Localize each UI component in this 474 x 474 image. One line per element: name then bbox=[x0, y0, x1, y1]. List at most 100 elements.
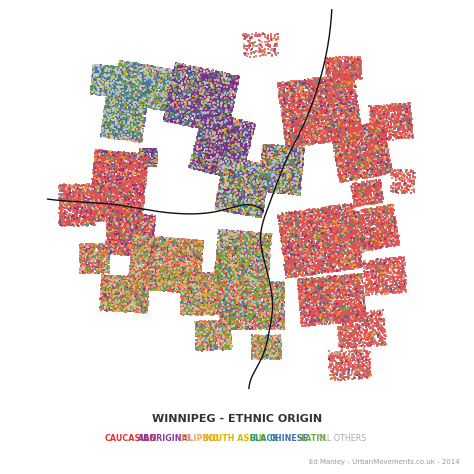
Point bbox=[192, 122, 200, 130]
Point bbox=[134, 242, 141, 250]
Point bbox=[242, 154, 250, 161]
Point bbox=[335, 128, 342, 136]
Point bbox=[240, 146, 248, 153]
Point bbox=[257, 212, 264, 219]
Point bbox=[137, 158, 145, 166]
Point bbox=[348, 150, 356, 158]
Point bbox=[347, 77, 355, 84]
Point bbox=[345, 80, 352, 88]
Point bbox=[207, 144, 215, 151]
Point bbox=[378, 338, 386, 346]
Point bbox=[103, 149, 111, 157]
Point bbox=[94, 188, 102, 195]
Point bbox=[186, 288, 194, 295]
Point bbox=[144, 222, 152, 230]
Point bbox=[182, 110, 190, 118]
Point bbox=[121, 90, 129, 98]
Point bbox=[124, 293, 132, 301]
Point bbox=[94, 89, 101, 96]
Point bbox=[128, 130, 136, 138]
Point bbox=[130, 231, 138, 238]
Point bbox=[367, 193, 374, 201]
Point bbox=[258, 172, 265, 179]
Point bbox=[107, 244, 114, 251]
Point bbox=[327, 132, 334, 140]
Point bbox=[225, 276, 232, 283]
Point bbox=[124, 121, 132, 129]
Point bbox=[289, 228, 297, 235]
Point bbox=[109, 179, 117, 186]
Point bbox=[190, 285, 198, 292]
Point bbox=[404, 115, 412, 122]
Point bbox=[315, 222, 323, 230]
Point bbox=[329, 109, 337, 116]
Point bbox=[234, 155, 241, 163]
Point bbox=[185, 71, 192, 78]
Point bbox=[298, 285, 306, 292]
Point bbox=[218, 314, 225, 321]
Point bbox=[134, 182, 142, 190]
Point bbox=[168, 282, 175, 290]
Point bbox=[360, 168, 367, 175]
Point bbox=[260, 239, 268, 247]
Point bbox=[236, 260, 243, 267]
Point bbox=[310, 102, 318, 110]
Point bbox=[232, 269, 240, 277]
Point bbox=[203, 73, 211, 80]
Point bbox=[195, 131, 203, 139]
Point bbox=[277, 303, 284, 310]
Point bbox=[207, 291, 215, 299]
Point bbox=[118, 208, 125, 216]
Point bbox=[336, 373, 344, 381]
Point bbox=[286, 222, 293, 230]
Point bbox=[282, 176, 289, 184]
Point bbox=[295, 145, 302, 152]
Point bbox=[319, 302, 326, 310]
Point bbox=[266, 234, 273, 242]
Point bbox=[187, 64, 195, 71]
Point bbox=[241, 177, 248, 184]
Point bbox=[141, 170, 149, 178]
Point bbox=[310, 86, 317, 93]
Point bbox=[79, 187, 87, 195]
Point bbox=[169, 259, 176, 267]
Point bbox=[135, 285, 143, 292]
Point bbox=[340, 118, 348, 126]
Point bbox=[179, 79, 187, 87]
Point bbox=[118, 251, 126, 258]
Point bbox=[289, 153, 297, 160]
Point bbox=[225, 99, 232, 106]
Point bbox=[208, 161, 215, 169]
Point bbox=[331, 255, 339, 263]
Point bbox=[80, 191, 88, 199]
Point bbox=[234, 205, 241, 213]
Point bbox=[111, 272, 119, 280]
Point bbox=[225, 276, 232, 283]
Point bbox=[158, 250, 165, 258]
Point bbox=[141, 91, 149, 99]
Point bbox=[117, 218, 124, 225]
Point bbox=[211, 130, 219, 137]
Point bbox=[295, 183, 303, 191]
Point bbox=[289, 183, 297, 191]
Point bbox=[264, 304, 272, 311]
Point bbox=[91, 193, 98, 201]
Point bbox=[280, 246, 288, 254]
Point bbox=[92, 168, 100, 176]
Point bbox=[345, 73, 352, 80]
Point bbox=[233, 156, 240, 164]
Point bbox=[344, 97, 352, 104]
Point bbox=[178, 272, 185, 280]
Point bbox=[246, 280, 254, 288]
Point bbox=[331, 64, 339, 72]
Point bbox=[185, 282, 192, 289]
Point bbox=[247, 249, 255, 257]
Point bbox=[103, 274, 111, 282]
Point bbox=[322, 282, 330, 289]
Point bbox=[117, 95, 125, 102]
Point bbox=[299, 156, 307, 164]
Point bbox=[349, 337, 357, 345]
Point bbox=[357, 235, 365, 242]
Point bbox=[157, 271, 164, 279]
Point bbox=[119, 92, 127, 100]
